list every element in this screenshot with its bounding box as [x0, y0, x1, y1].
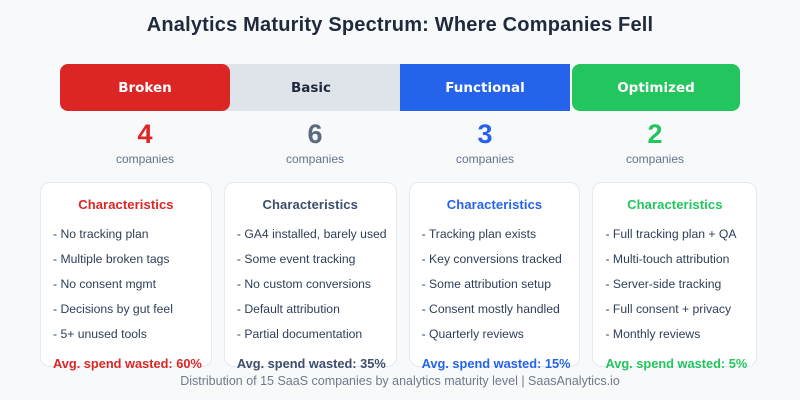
count-value-basic: 6 [307, 119, 323, 149]
count-value-broken: 4 [137, 119, 153, 149]
count-value-functional: 3 [477, 119, 493, 149]
characteristic-item: - Monthly reviews [605, 327, 701, 341]
characteristic-item: - Some attribution setup [421, 277, 551, 291]
characteristic-item: - Consent mostly handled [421, 302, 560, 316]
characteristic-item: - Default attribution [236, 302, 340, 316]
card-title-optimized: Characteristics [627, 197, 723, 212]
characteristics-list-basic: - GA4 installed, barely used - Some even… [234, 222, 387, 347]
wasted-summary-optimized: Avg. spend wasted: 5% [605, 356, 748, 371]
characteristic-item: - Key conversions tracked [421, 252, 562, 266]
card-broken: Characteristics - No tracking plan - Mul… [40, 182, 212, 371]
wasted-summary-broken: Avg. spend wasted: 60% [53, 356, 202, 371]
segment-label-broken: Broken [118, 79, 172, 96]
segment-label-optimized: Optimized [617, 79, 695, 96]
characteristic-item: - Tracking plan exists [421, 227, 537, 241]
characteristic-item: - No custom conversions [236, 277, 371, 291]
count-unit-functional: companies [455, 152, 515, 166]
characteristics-list-functional: - Tracking plan exists - Key conversions… [419, 222, 571, 347]
characteristic-item: - Server-side tracking [605, 277, 722, 291]
wasted-summary-basic: Avg. spend wasted: 35% [236, 356, 386, 371]
wasted-summary-functional: Avg. spend wasted: 15% [421, 356, 571, 371]
count-group-functional: 3 companies [400, 119, 570, 166]
count-unit-broken: companies [115, 152, 175, 166]
characteristic-item: - Quarterly reviews [421, 327, 524, 341]
footer-caption: Distribution of 15 SaaS companies by ana… [180, 374, 620, 388]
characteristic-item: - 5+ unused tools [53, 327, 147, 341]
card-optimized: Characteristics - Full tracking plan + Q… [592, 182, 758, 371]
bar-segment-basic: Basic [222, 64, 400, 111]
characteristic-item: - Decisions by gut feel [53, 302, 173, 316]
characteristics-cards-row: Characteristics - No tracking plan - Mul… [40, 182, 758, 371]
characteristic-item: - GA4 installed, barely used [236, 227, 387, 241]
characteristic-item: - Partial documentation [236, 327, 363, 341]
card-basic: Characteristics - GA4 installed, barely … [223, 182, 397, 371]
characteristic-item: - Full tracking plan + QA [605, 227, 737, 241]
count-value-optimized: 2 [647, 119, 663, 149]
count-unit-basic: companies [285, 152, 345, 166]
characteristic-item: - No consent mgmt [53, 277, 156, 291]
card-title-basic: Characteristics [262, 197, 358, 212]
characteristic-item: - Multi-touch attribution [605, 252, 730, 266]
bar-segment-functional: Functional [400, 64, 570, 111]
maturity-spectrum-bar: Broken Basic Functional Optimized [60, 64, 740, 111]
count-group-basic: 6 companies [230, 119, 400, 166]
count-group-broken: 4 companies [60, 119, 230, 166]
characteristics-list-broken: - No tracking plan - Multiple broken tag… [50, 222, 202, 347]
bar-segment-optimized: Optimized [572, 64, 740, 111]
characteristic-item: - Some event tracking [236, 252, 356, 266]
count-unit-optimized: companies [625, 152, 685, 166]
segment-label-basic: Basic [290, 79, 332, 96]
card-title-functional: Characteristics [446, 197, 543, 212]
company-counts-row: 4 companies 6 companies 3 companies 2 co… [60, 119, 740, 166]
segment-label-functional: Functional [445, 79, 525, 96]
bar-segment-broken: Broken [60, 64, 230, 111]
characteristic-item: - Multiple broken tags [53, 252, 170, 266]
characteristic-item: - No tracking plan [53, 227, 149, 241]
page-title: Analytics Maturity Spectrum: Where Compa… [146, 14, 654, 36]
count-group-optimized: 2 companies [570, 119, 740, 166]
characteristic-item: - Full consent + privacy [605, 302, 732, 316]
card-functional: Characteristics - Tracking plan exists -… [408, 182, 581, 371]
characteristics-list-optimized: - Full tracking plan + QA - Multi-touch … [602, 222, 747, 347]
card-title-broken: Characteristics [78, 197, 174, 212]
